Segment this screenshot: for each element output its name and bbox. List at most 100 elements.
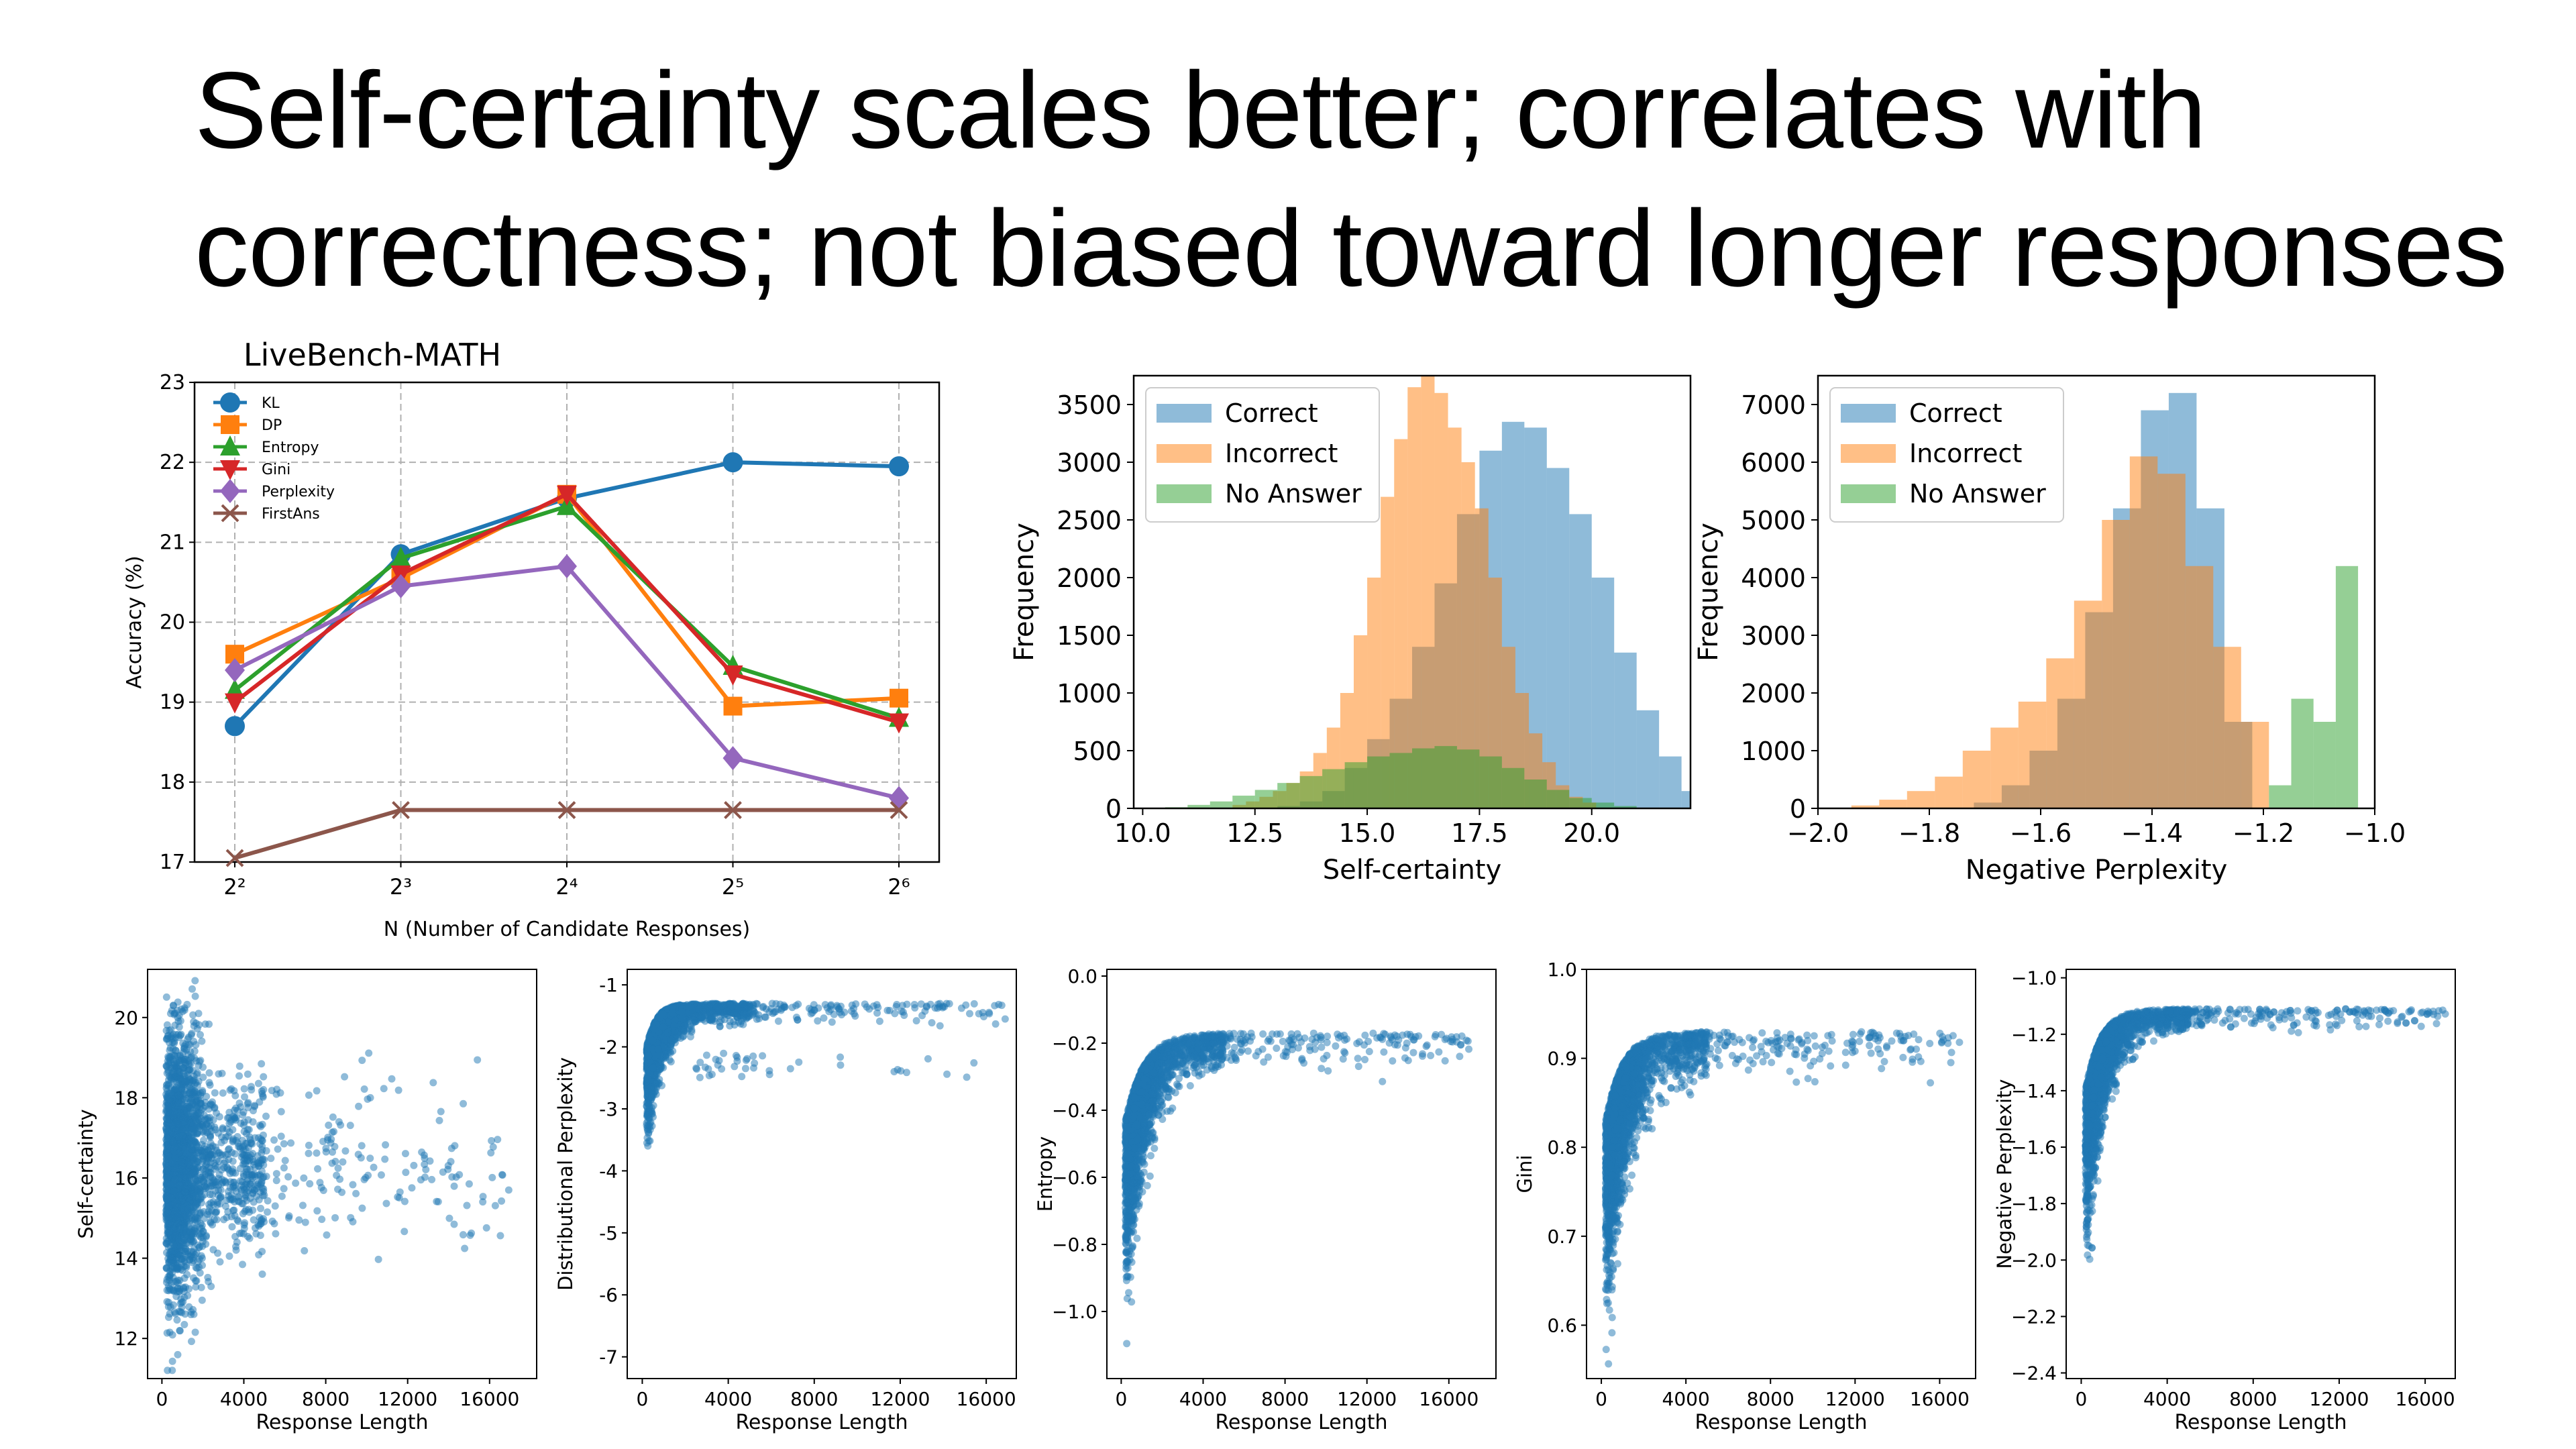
scatter-point bbox=[186, 1148, 194, 1157]
scatter-point bbox=[270, 1136, 278, 1144]
scatter-point bbox=[198, 1123, 206, 1131]
scatter-point bbox=[400, 1228, 409, 1236]
hist-bar bbox=[1546, 790, 1570, 808]
scatter-point bbox=[241, 1219, 249, 1227]
scatter-point bbox=[180, 1114, 188, 1122]
scatter-point bbox=[220, 1216, 228, 1224]
scatter-point bbox=[193, 1200, 201, 1208]
scatter-point bbox=[187, 1137, 195, 1145]
scatter-point bbox=[186, 1088, 194, 1096]
y-tick-label: 7000 bbox=[1741, 390, 1806, 420]
legend-label: No Answer bbox=[1909, 479, 2046, 508]
scatter-point bbox=[795, 1058, 803, 1066]
x-tick-label: −1.8 bbox=[1898, 818, 1960, 848]
scatter-point bbox=[186, 1104, 195, 1112]
scatter-point bbox=[329, 1113, 337, 1121]
scatter-point bbox=[162, 1167, 170, 1175]
scatter-point bbox=[268, 1087, 276, 1095]
scatter-point bbox=[314, 1165, 322, 1173]
scatter-point bbox=[897, 1067, 905, 1075]
hist-bar bbox=[2018, 701, 2047, 808]
scatter-point bbox=[164, 1053, 172, 1061]
hist-bar bbox=[1210, 801, 1233, 808]
scatter-point bbox=[388, 1075, 396, 1083]
scatter-point bbox=[197, 1234, 205, 1242]
y-tick-label: 2000 bbox=[1741, 679, 1806, 708]
scatter-point bbox=[189, 1254, 197, 1263]
scatter-point bbox=[838, 1011, 846, 1019]
scatter-point bbox=[465, 1180, 473, 1188]
legend-label: Correct bbox=[1909, 398, 2002, 428]
scatter-point bbox=[241, 1208, 249, 1216]
scatter-point bbox=[270, 1220, 278, 1228]
legend-label: No Answer bbox=[1225, 479, 1362, 508]
x-tick-label: 17.5 bbox=[1451, 818, 1508, 848]
scatter-point bbox=[329, 1148, 337, 1156]
scatter-point bbox=[190, 1169, 198, 1177]
hist-bar bbox=[1681, 791, 1690, 808]
scatter-point bbox=[207, 1283, 215, 1291]
scatter-point bbox=[234, 1193, 242, 1201]
scatter-point bbox=[198, 1296, 206, 1304]
series-perplexity bbox=[225, 554, 909, 810]
scatter-point bbox=[171, 1232, 179, 1240]
data-point bbox=[889, 713, 909, 734]
x-tick-label: 2³ bbox=[390, 874, 412, 900]
scatter-point bbox=[169, 1002, 177, 1010]
scatter-point bbox=[358, 1142, 366, 1150]
hist-bar bbox=[1448, 427, 1462, 808]
hist-bar bbox=[1501, 767, 1525, 808]
scatter-point bbox=[231, 1150, 239, 1158]
scatter-point bbox=[219, 1089, 227, 1097]
scatter-point bbox=[207, 1219, 215, 1227]
legend-swatch bbox=[1841, 484, 1896, 503]
scatter-point bbox=[491, 1201, 499, 1210]
scatter-point bbox=[169, 1138, 177, 1146]
scatter-point bbox=[460, 1099, 468, 1108]
scatter-point bbox=[195, 1010, 203, 1018]
scatter-point bbox=[163, 1134, 171, 1142]
scatter-point bbox=[945, 1000, 953, 1008]
scatter-point bbox=[196, 1224, 204, 1232]
scatter-point bbox=[257, 1204, 265, 1212]
x-tick-label: −1.4 bbox=[2121, 818, 2183, 848]
scatter-point bbox=[305, 1141, 313, 1149]
scatter-point bbox=[188, 1209, 196, 1217]
scatter-point bbox=[173, 1263, 181, 1271]
scatter-point bbox=[205, 1168, 213, 1176]
scatter-point bbox=[450, 1220, 458, 1228]
y-tick-label: 3000 bbox=[1057, 448, 1122, 478]
scatter-point bbox=[246, 1194, 254, 1202]
hist-bar bbox=[2213, 647, 2241, 808]
scatter-point bbox=[250, 1216, 258, 1224]
scatter-point bbox=[258, 1142, 266, 1150]
scatter-point bbox=[865, 1005, 873, 1013]
y-tick-label: 3500 bbox=[1057, 390, 1122, 420]
scatter-point bbox=[256, 1171, 264, 1179]
scatter-point bbox=[195, 1021, 203, 1029]
hist-bar bbox=[1461, 462, 1475, 808]
scatter-point bbox=[246, 1180, 254, 1188]
scatter-point bbox=[686, 1021, 694, 1029]
hist-bar bbox=[1479, 756, 1502, 808]
scatter-points bbox=[643, 1000, 1009, 1150]
scatter-point bbox=[181, 1250, 189, 1258]
scatter-point bbox=[180, 1199, 188, 1208]
scatter-point bbox=[199, 1063, 207, 1071]
scatter-point bbox=[963, 1073, 971, 1081]
scatter-point bbox=[873, 1001, 881, 1009]
scatter-point bbox=[455, 1171, 464, 1179]
scatter-point bbox=[174, 1350, 182, 1358]
hist-bar bbox=[1254, 790, 1278, 808]
scatter-point bbox=[742, 1056, 750, 1064]
scatter-point bbox=[217, 1180, 225, 1188]
y-axis-label: Frequency bbox=[1009, 523, 1040, 661]
scatter-point bbox=[174, 1099, 182, 1107]
y-axis-label: Accuracy (%) bbox=[123, 555, 146, 688]
scatter-point bbox=[272, 1230, 280, 1238]
scatter-point bbox=[374, 1255, 382, 1263]
x-tick-label: 2⁶ bbox=[888, 874, 910, 900]
scatter-point bbox=[498, 1197, 506, 1205]
scatter-point bbox=[195, 1057, 203, 1065]
